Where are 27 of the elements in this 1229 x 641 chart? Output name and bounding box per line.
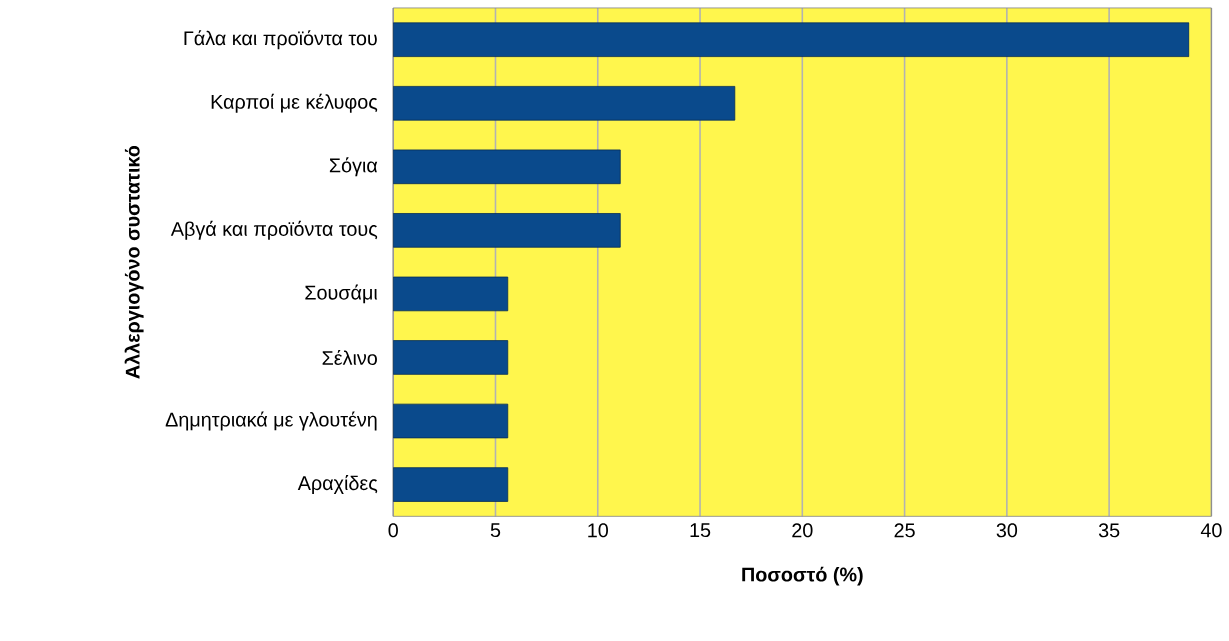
x-tick-label: 40 <box>1200 523 1222 538</box>
bar <box>393 149 621 184</box>
x-tick-label: 25 <box>894 523 915 538</box>
bar <box>393 276 509 311</box>
x-tick-label: 20 <box>792 523 813 538</box>
y-tick-label: Γάλα και προϊόντα του <box>184 29 377 49</box>
bar <box>393 212 621 248</box>
bar <box>393 22 1190 57</box>
bar <box>393 85 736 121</box>
x-tick-label: 15 <box>690 523 711 537</box>
y-axis-title: Αλλεργιογόνο συστατικό <box>124 145 144 379</box>
y-tick-label: Καρποί με κέλυφος <box>211 93 378 113</box>
x-tick-label: 5 <box>490 523 501 537</box>
y-tick-label: Σέλινο <box>322 349 377 365</box>
y-tick-label: Σόγια <box>329 157 378 177</box>
y-tick-label: Αραχίδες <box>297 474 378 494</box>
x-tick-label: 30 <box>996 523 1018 538</box>
y-tick-label: Δημητριακά με γλουτένη <box>165 411 377 431</box>
bar <box>393 403 509 439</box>
x-axis-title: Ποσοστό (%) <box>742 566 863 586</box>
y-tick-label: Αβγά και προϊόντα τους <box>170 220 378 240</box>
x-tick-label: 35 <box>1098 523 1120 538</box>
x-tick-label: 10 <box>588 523 608 538</box>
y-tick-label: Σουσάμι <box>305 284 378 304</box>
bar <box>393 339 509 375</box>
x-tick-label: 0 <box>388 523 398 538</box>
bar <box>393 467 509 502</box>
